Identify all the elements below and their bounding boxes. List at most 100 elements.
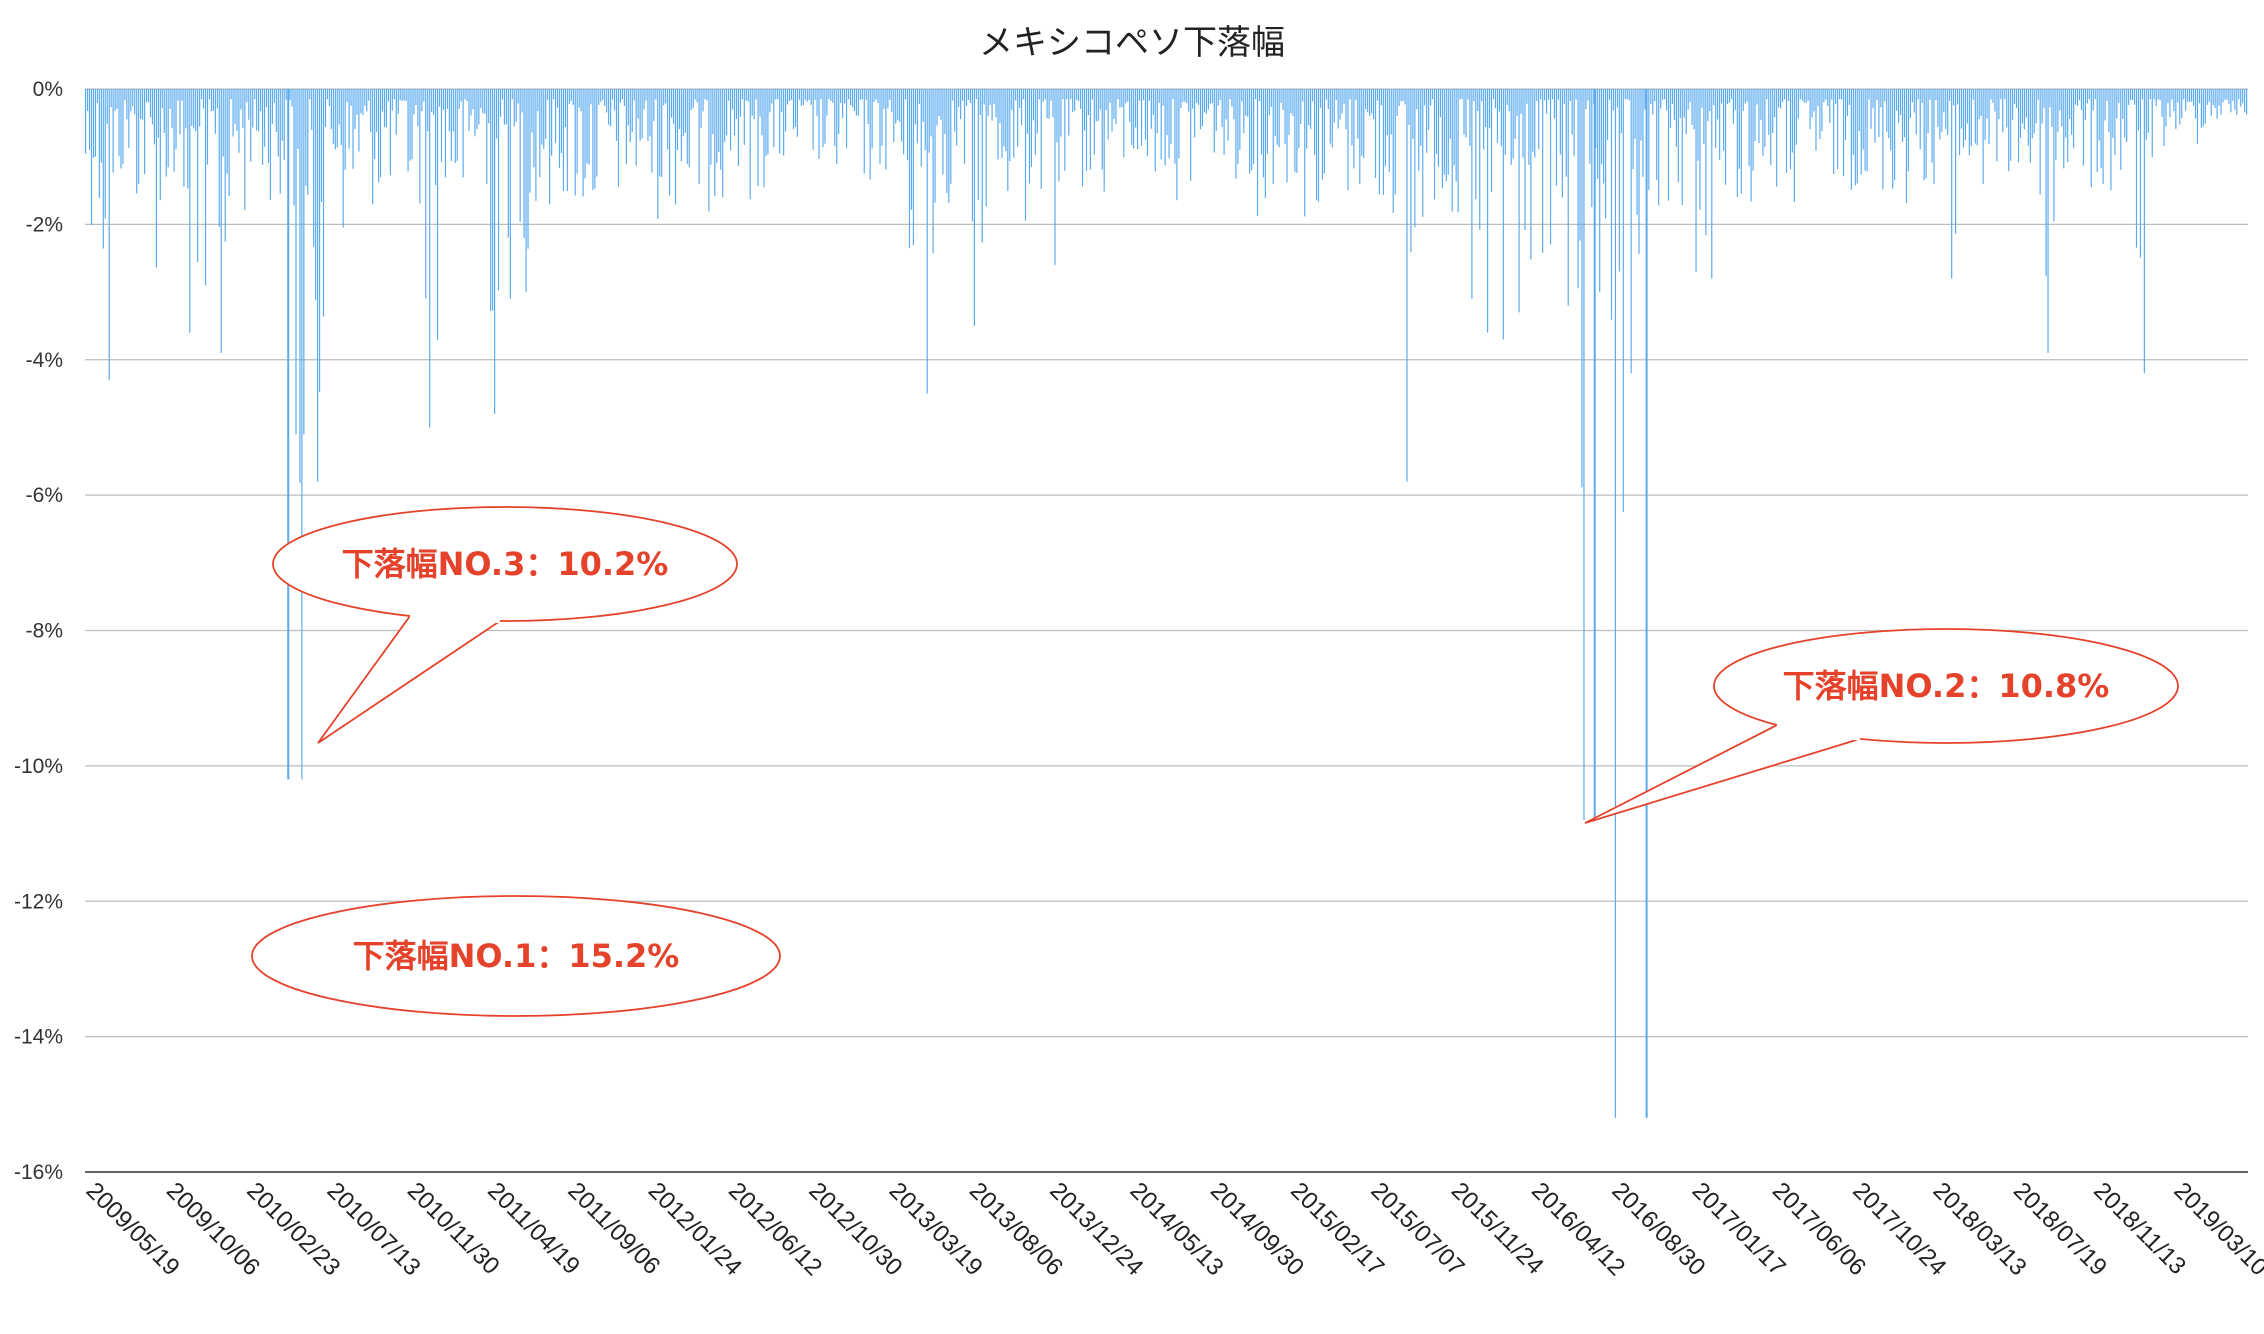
bar <box>761 89 763 136</box>
bar <box>2238 89 2240 100</box>
bar <box>859 89 861 100</box>
bar <box>608 89 610 125</box>
bar <box>881 89 883 146</box>
bar <box>1221 89 1223 128</box>
bar <box>877 89 879 104</box>
bar <box>1256 89 1259 216</box>
bar <box>411 89 413 160</box>
bar <box>1506 89 1508 105</box>
bar <box>360 89 362 114</box>
bar <box>1105 89 1107 111</box>
bar <box>1022 89 1025 100</box>
bar <box>1754 89 1756 142</box>
bar <box>1923 89 1925 181</box>
bar <box>1404 89 1406 105</box>
bar <box>733 89 736 136</box>
bar <box>1258 89 1261 102</box>
annotations: 下落幅NO.1：15.2% 下落幅NO.2：10.8% 下落幅NO.3：10.2% <box>251 0 2179 1017</box>
bar <box>818 89 820 159</box>
bar <box>1390 89 1392 135</box>
bar <box>1091 89 1093 100</box>
bar <box>2106 89 2108 101</box>
bar <box>2128 89 2130 106</box>
bar <box>788 89 791 101</box>
bar <box>1237 89 1239 165</box>
bar <box>1744 89 1746 104</box>
bar <box>169 89 171 109</box>
bar <box>427 89 429 132</box>
bar <box>997 89 999 160</box>
bar <box>1431 89 1434 100</box>
bar <box>2206 89 2208 105</box>
bar <box>1243 89 1245 134</box>
bar <box>1266 89 1268 154</box>
bar <box>340 89 342 145</box>
bar <box>1007 89 1009 191</box>
bar <box>1705 89 1707 236</box>
bar <box>523 89 525 238</box>
bar <box>2242 89 2244 104</box>
bar <box>1042 89 1044 102</box>
bar <box>2218 89 2220 106</box>
bar <box>610 89 612 127</box>
bar <box>210 89 213 112</box>
bar <box>1300 89 1302 124</box>
bar <box>1467 89 1469 100</box>
bar <box>627 89 629 126</box>
bar <box>248 89 250 120</box>
bar <box>204 89 207 286</box>
bar <box>749 89 751 200</box>
bar <box>267 89 270 163</box>
bar <box>1909 89 1911 118</box>
bar <box>952 89 954 101</box>
bar <box>2017 89 2020 163</box>
bar <box>240 89 242 110</box>
bar <box>663 89 665 106</box>
bar <box>328 89 331 107</box>
bar <box>926 89 928 394</box>
bar <box>271 89 273 124</box>
chart-title: メキシコペソ下落幅 <box>979 23 1285 63</box>
bar <box>2222 89 2224 103</box>
bar <box>1249 89 1251 174</box>
bar <box>1099 89 1101 110</box>
bar <box>1074 89 1076 111</box>
bar <box>2063 89 2065 169</box>
bar <box>2210 89 2212 117</box>
bar <box>1795 89 1797 145</box>
bar <box>1520 89 1522 114</box>
bar <box>464 89 466 100</box>
bar <box>731 89 734 110</box>
bar <box>2084 89 2086 121</box>
bar <box>2047 89 2049 353</box>
bar <box>1066 89 1068 100</box>
bar <box>1396 89 1398 116</box>
bar <box>1288 89 1290 136</box>
bar <box>2181 89 2183 119</box>
bar <box>1317 89 1320 202</box>
bar <box>336 89 338 148</box>
bar <box>690 89 692 111</box>
bar <box>195 89 197 132</box>
bar <box>1477 89 1479 112</box>
bar <box>958 89 960 107</box>
bar-peak <box>1645 89 1648 1118</box>
bar <box>1512 89 1514 159</box>
bar <box>1575 89 1577 100</box>
bar <box>645 89 647 101</box>
bar <box>403 89 405 101</box>
bar <box>1036 89 1038 134</box>
bar <box>2122 89 2124 120</box>
bar <box>769 89 771 113</box>
bar <box>1544 89 1546 101</box>
bar <box>871 89 873 149</box>
bar <box>120 89 122 169</box>
bar <box>2067 89 2069 163</box>
bar <box>621 89 623 100</box>
bar <box>291 89 293 107</box>
bar <box>183 89 185 187</box>
bar <box>1811 89 1813 118</box>
bar <box>1260 89 1263 155</box>
bar <box>1634 89 1636 139</box>
bar <box>1488 89 1491 129</box>
